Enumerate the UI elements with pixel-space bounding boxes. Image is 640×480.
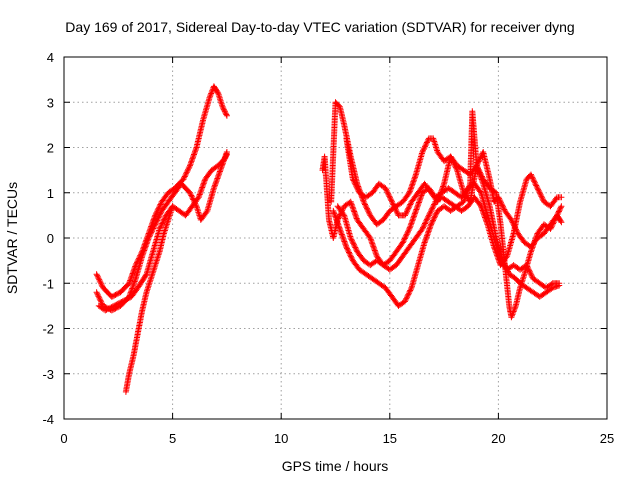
series-track-2 [93, 149, 230, 314]
series-track-3 [95, 151, 230, 314]
series-markers [122, 203, 176, 395]
y-tick-label: -2 [42, 322, 54, 337]
series-track-7 [330, 108, 565, 321]
y-axis-label: SDTVAR / TECUs [4, 182, 20, 294]
x-tick-label: 20 [491, 431, 505, 446]
x-tick-label: 25 [600, 431, 614, 446]
series-track-1 [93, 83, 230, 300]
series-track-9 [343, 135, 565, 251]
y-tick-label: 3 [47, 95, 54, 110]
series-markers [330, 108, 565, 321]
series-track-8 [334, 171, 565, 273]
chart-title: Day 169 of 2017, Sidereal Day-to-day VTE… [65, 19, 574, 35]
x-tick-label: 5 [169, 431, 176, 446]
series-markers [93, 83, 230, 300]
y-tick-label: 0 [47, 231, 54, 246]
y-tick-label: -3 [42, 367, 54, 382]
series-track-4 [122, 203, 176, 395]
x-axis-label: GPS time / hours [282, 458, 389, 474]
y-axis: -4 -3 -2 -1 0 1 2 3 4 [42, 50, 607, 427]
x-axis: 0 5 10 15 20 25 [60, 57, 614, 446]
y-tick-label: 4 [47, 50, 54, 65]
y-tick-label: 1 [47, 186, 54, 201]
data-series [93, 83, 565, 395]
x-tick-label: 10 [274, 431, 288, 446]
y-tick-label: -1 [42, 276, 54, 291]
series-markers [93, 149, 230, 314]
x-tick-label: 0 [60, 431, 67, 446]
series-markers [343, 135, 565, 251]
x-tick-label: 15 [383, 431, 397, 446]
series-markers [95, 151, 230, 314]
y-tick-label: -4 [42, 412, 54, 427]
series-markers [334, 171, 565, 273]
y-tick-label: 2 [47, 141, 54, 156]
